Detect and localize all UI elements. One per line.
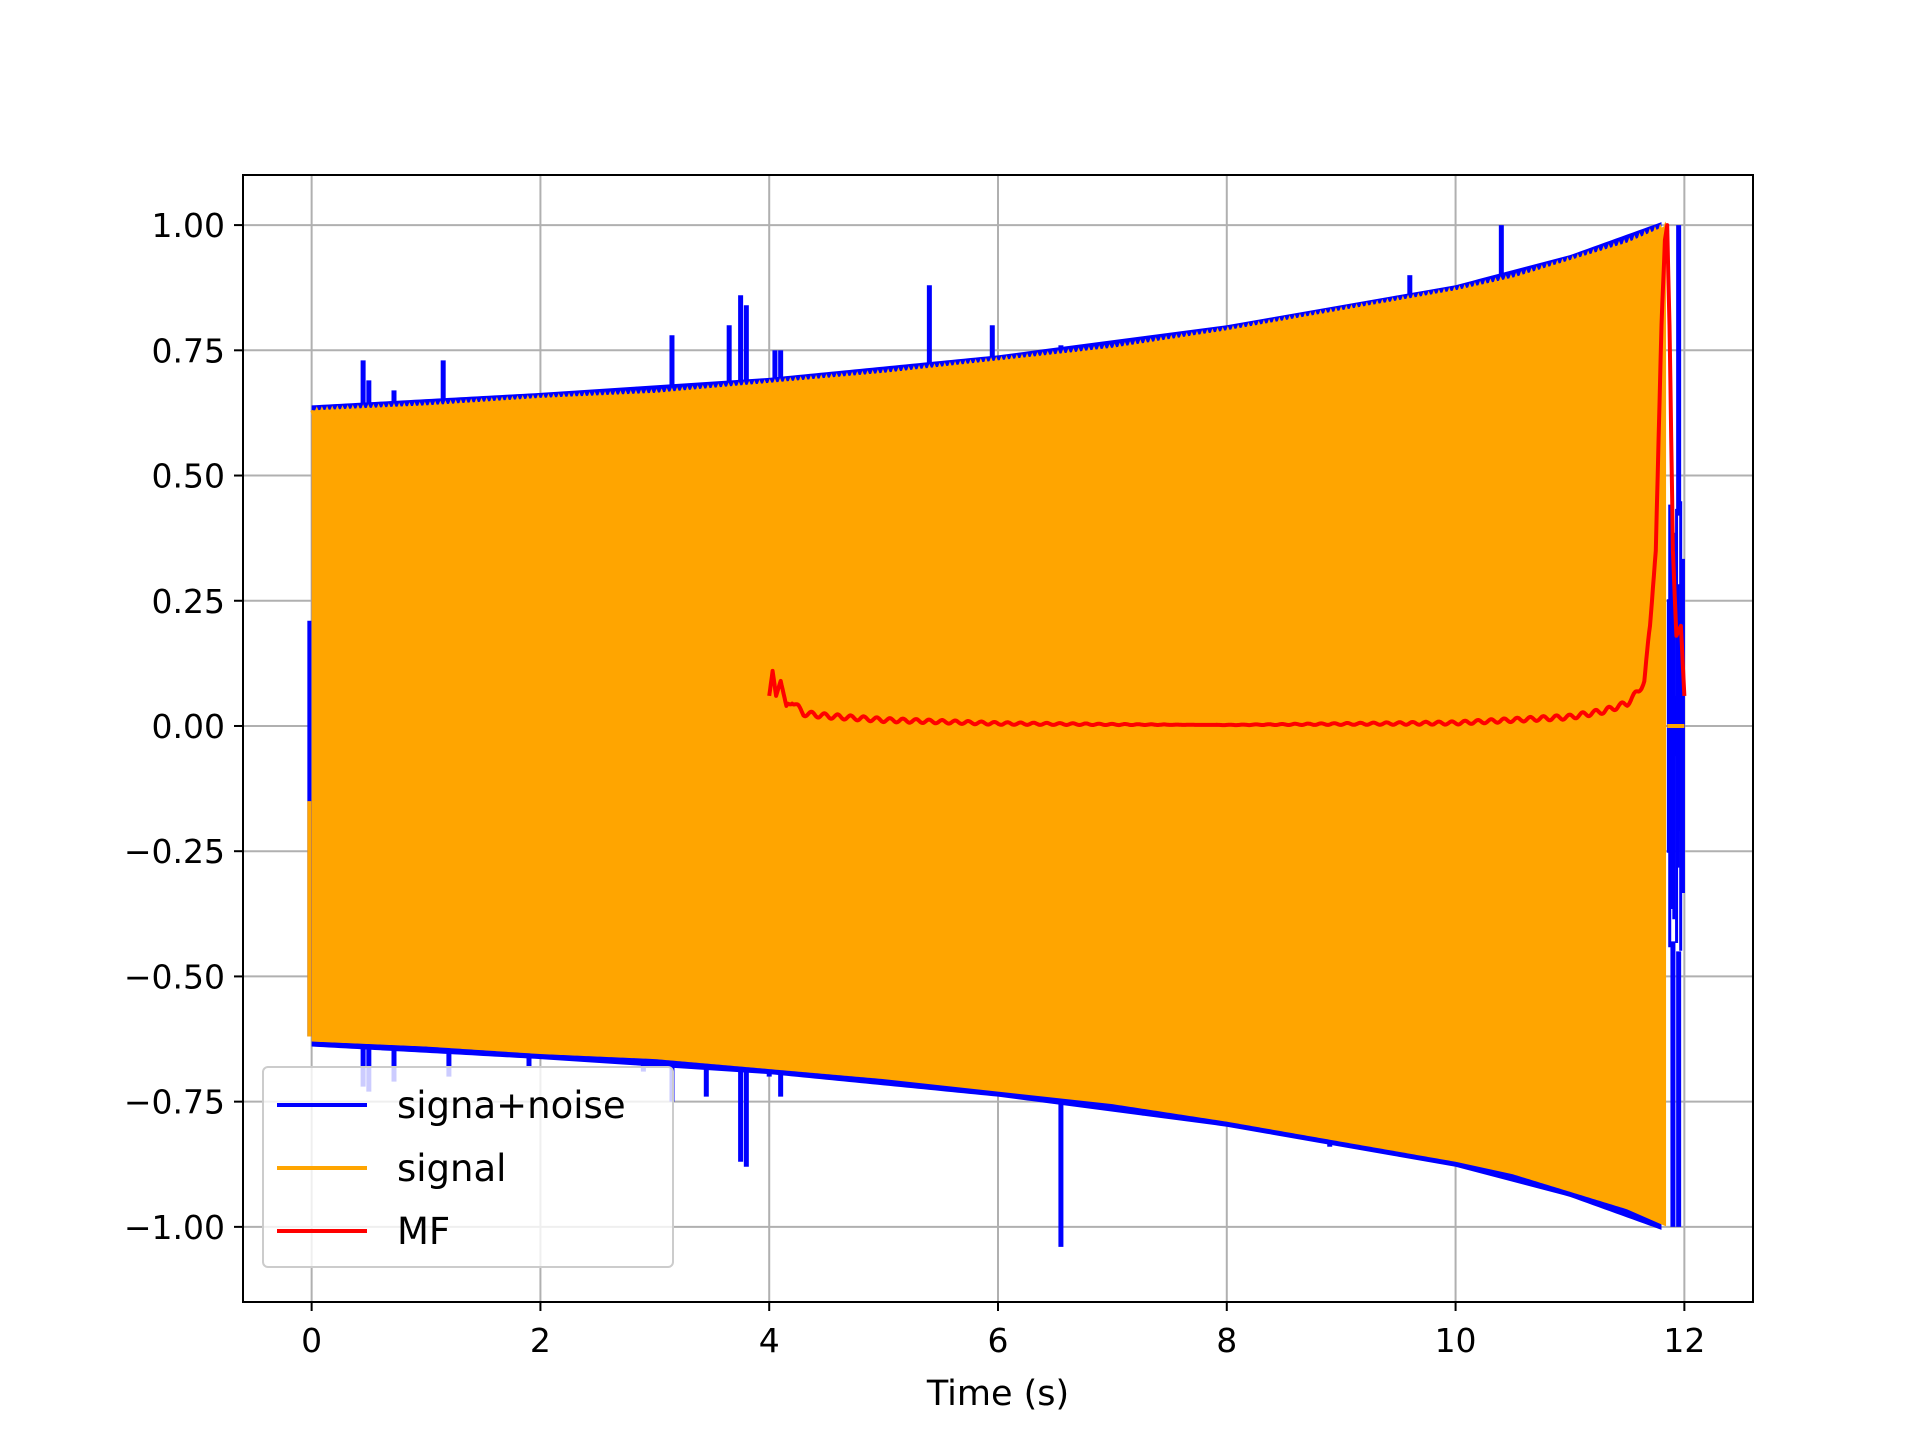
- x-tick-label: 8: [1216, 1321, 1237, 1360]
- mf-line: [767, 223, 1687, 728]
- y-tick-label: −0.75: [124, 1083, 225, 1122]
- x-axis-title: Time (s): [926, 1374, 1069, 1414]
- x-axis-ticks: 0 2 4 6 8 10 12: [301, 1302, 1705, 1360]
- x-tick-label: 4: [759, 1321, 780, 1360]
- y-tick-label: 0.25: [152, 582, 225, 621]
- y-tick-label: 0.50: [152, 457, 225, 496]
- x-tick-label: 12: [1663, 1321, 1705, 1360]
- legend-label-signal: signal: [397, 1147, 506, 1190]
- x-tick-label: 10: [1435, 1321, 1477, 1360]
- y-tick-label: −0.25: [124, 832, 225, 871]
- signal-top-edge: [310, 221, 1670, 421]
- y-tick-label: 0.00: [152, 707, 225, 746]
- x-tick-label: 0: [301, 1321, 322, 1360]
- x-tick-label: 6: [988, 1321, 1009, 1360]
- y-axis-ticks: 1.00 0.75 0.50 0.25 0.00 −0.25 −0.50 −0.75 −1.00: [124, 206, 243, 1247]
- series-layer: [307, 221, 1687, 1247]
- legend-box: [262, 1066, 674, 1268]
- legend-label-mf: MF: [397, 1210, 450, 1253]
- y-tick-label: −1.00: [124, 1208, 225, 1247]
- legend: signa+noise signal MF: [262, 1066, 674, 1268]
- y-tick-label: −0.50: [124, 957, 225, 996]
- x-tick-label: 2: [530, 1321, 551, 1360]
- y-tick-label: 0.75: [152, 331, 225, 370]
- legend-label-signa-noise: signa+noise: [397, 1084, 626, 1127]
- series-mf: [767, 223, 1687, 728]
- y-tick-label: 1.00: [152, 206, 225, 245]
